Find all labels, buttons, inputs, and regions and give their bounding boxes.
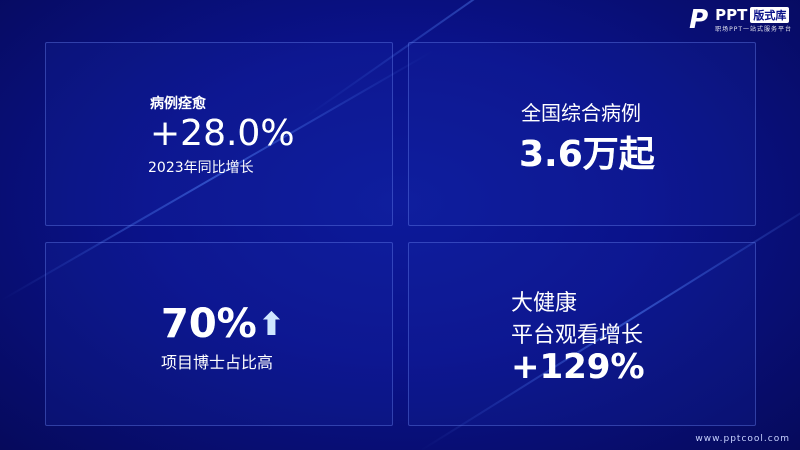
arrow-up-icon: ⬆ [258,305,285,343]
footer-url: www.pptcool.com [695,434,790,444]
card-value: 70% [161,301,257,347]
logo-brand: PPT [715,6,748,24]
stat-card-phd: 70% ⬆ 项目博士占比高 [45,242,393,426]
card-value: +28.0% [150,113,295,154]
logo-badge: 版式库 [750,7,790,23]
logo-p-icon: P [689,4,709,35]
card-label: 病例痊愈 [150,96,206,112]
card-label: 全国综合病例 [521,101,641,125]
stat-card-cases: 全国综合病例 3.6万起 [408,42,756,226]
card-value: 3.6万起 [519,125,655,177]
stat-card-recovery: 病例痊愈 +28.0% 2023年同比增长 [45,42,393,226]
stat-card-views: 大健康 平台观看增长 +129% [408,242,756,426]
card-line1: 大健康 [511,291,578,316]
logo-subtitle: 职场PPT一站式服务平台 [715,26,792,33]
card-line2: 平台观看增长 [511,323,644,348]
card-value: +129% [511,347,645,387]
logo: P PPT 版式库 职场PPT一站式服务平台 [689,6,792,33]
card-caption: 2023年同比增长 [148,160,254,176]
card-caption: 项目博士占比高 [161,353,274,372]
